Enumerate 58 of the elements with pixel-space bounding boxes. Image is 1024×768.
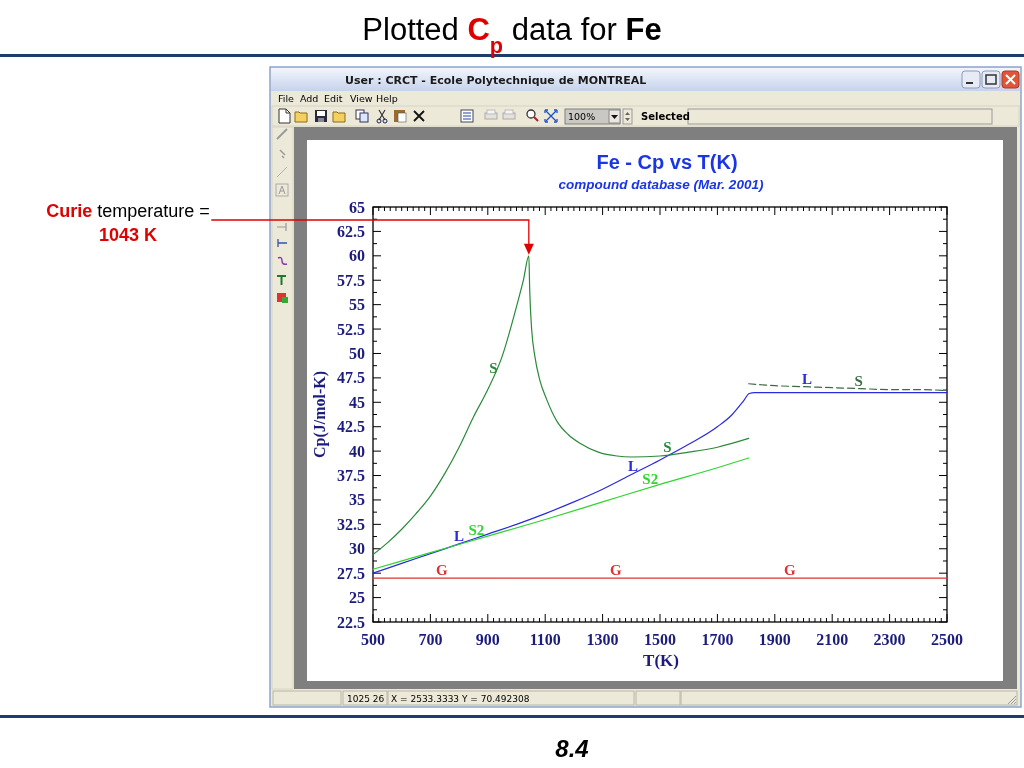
y-tick-label: 57.5 bbox=[337, 271, 365, 289]
text: 8.4 bbox=[555, 735, 589, 762]
y-tick-label: 37.5 bbox=[337, 467, 365, 485]
series-label: L bbox=[454, 527, 465, 544]
chart-subtitle: compound database (Mar. 2001) bbox=[558, 177, 764, 192]
text: S bbox=[663, 438, 672, 455]
series-label: G bbox=[436, 562, 449, 579]
x-tick-label: 900 bbox=[475, 631, 500, 648]
y-tick-label: 60 bbox=[349, 247, 365, 265]
y-tick-label: 52.5 bbox=[337, 320, 365, 338]
text: Curie temperature = 1043 K bbox=[46, 201, 210, 245]
y-tick-label: 62.5 bbox=[337, 222, 365, 240]
text: X = 2533.3333 Y = 70.492308 bbox=[391, 694, 530, 704]
text: Add bbox=[300, 93, 319, 104]
text: G bbox=[783, 562, 796, 579]
x-tick-label: 2100 bbox=[816, 631, 849, 648]
y-tick-label: 65 bbox=[349, 198, 365, 216]
text: L bbox=[628, 457, 639, 474]
text: Help bbox=[376, 93, 398, 104]
text: G bbox=[609, 562, 622, 579]
text: S2 bbox=[642, 471, 659, 488]
text: Selected bbox=[641, 111, 690, 122]
line-series bbox=[372, 391, 948, 574]
x-tick-label: 2500 bbox=[931, 631, 963, 648]
text: Edit bbox=[324, 93, 343, 104]
y-tick-label: 47.5 bbox=[337, 369, 365, 387]
text: View bbox=[350, 93, 373, 104]
x-tick-label: 1900 bbox=[758, 631, 791, 648]
y-tick-label: 22.5 bbox=[337, 613, 365, 631]
y-tick-label: 32.5 bbox=[337, 515, 365, 533]
x-tick-label: 1300 bbox=[586, 631, 619, 648]
y-tick-label: 42.5 bbox=[337, 418, 365, 436]
y-tick-label: 55 bbox=[349, 296, 365, 314]
text: File bbox=[278, 93, 295, 104]
x-tick-label: 1500 bbox=[644, 631, 676, 648]
series-label: S bbox=[854, 372, 863, 389]
text: L bbox=[801, 370, 812, 387]
text: 100% bbox=[568, 111, 596, 122]
y-axis-title: Cp(J/mol-K) bbox=[311, 370, 329, 459]
y-tick-label: 45 bbox=[349, 393, 365, 411]
series-label: S bbox=[489, 360, 498, 377]
x-tick-label: 2300 bbox=[873, 631, 906, 648]
x-axis-title: T(K) bbox=[643, 651, 679, 670]
text: User : CRCT - Ecole Polytechnique de MONTREAL bbox=[345, 74, 647, 87]
y-tick-label: 27.5 bbox=[337, 564, 365, 582]
series-label: S2 bbox=[468, 522, 485, 539]
y-tick-label: 50 bbox=[349, 344, 365, 362]
x-tick-label: 700 bbox=[418, 631, 443, 648]
y-tick-label: 30 bbox=[349, 540, 365, 558]
y-tick-label: 25 bbox=[349, 589, 365, 607]
chart-title: Fe - Cp vs T(K) bbox=[596, 151, 738, 173]
x-tick-label: 1700 bbox=[701, 631, 734, 648]
text: 1025 26 bbox=[347, 694, 385, 704]
x-tick-label: 500 bbox=[361, 631, 385, 648]
text: Plotted C$_{p}$ data for Fe bbox=[362, 12, 662, 58]
y-tick-label: 40 bbox=[349, 442, 365, 460]
x-tick-label: 1100 bbox=[529, 631, 561, 648]
y-tick-label: 35 bbox=[349, 491, 365, 509]
